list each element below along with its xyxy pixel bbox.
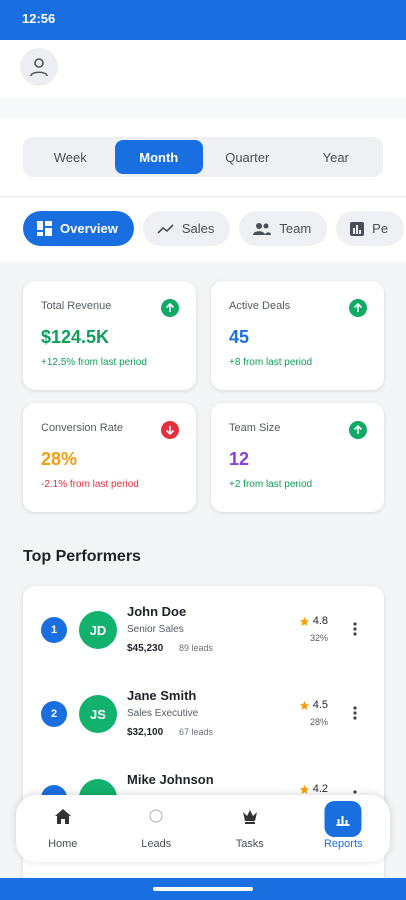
stat-label: Active Deals (229, 300, 291, 312)
stat-value: 45 (229, 327, 250, 347)
nav-label: Home (48, 838, 78, 850)
tab-label: Overview (60, 221, 118, 236)
performer-revenue: $32,100 (127, 727, 164, 738)
stat-value: $124.5K (41, 327, 110, 347)
performer-name: John Doe (127, 604, 187, 619)
performer-role: Sales Executive (127, 708, 199, 719)
stat-card: Active Deals 45 +8 from last period (211, 281, 384, 390)
arrow (353, 425, 363, 434)
section-title: Top Performers (23, 548, 141, 565)
header (0, 40, 406, 98)
nav-item[interactable]: Home (16, 795, 110, 862)
stat-change: +8 from last period (229, 357, 313, 368)
divider (0, 196, 406, 197)
rank-badge: 1 (41, 617, 67, 643)
nav-icon (149, 809, 163, 823)
period-tab[interactable]: Week (53, 149, 87, 165)
more-icon (353, 706, 357, 720)
tab-icon (350, 221, 365, 236)
stat-change: +2 from last period (229, 479, 313, 490)
performer-revenue: $45,230 (127, 643, 164, 654)
view-tab[interactable]: Team (239, 211, 328, 246)
view-tab[interactable]: Overview (23, 211, 134, 246)
nav-item[interactable]: Tasks (203, 795, 297, 862)
performer-leads: 67 leads (179, 727, 214, 737)
nav-icon (54, 809, 71, 824)
star-icon (299, 700, 309, 710)
stat-card: Team Size 12 +2 from last period (211, 403, 384, 512)
spacer (0, 98, 406, 118)
stat-label: Team Size (229, 422, 281, 434)
nav-label: Leads (141, 838, 172, 850)
bottom-nav: Home Leads Tasks Reports (16, 795, 390, 862)
trend-icon (161, 421, 179, 439)
tab-icon (157, 223, 174, 234)
nav-item[interactable]: Reports (297, 795, 391, 862)
rank-badge: 2 (41, 701, 67, 727)
profile-button[interactable] (20, 48, 58, 86)
performer-row: 2 JS Jane Smith Sales Executive $32,100 67 le… (23, 670, 384, 754)
more-button[interactable] (353, 706, 357, 720)
tab-icon (37, 221, 52, 236)
stat-change: -2.1% from last period (41, 479, 139, 490)
view-tab[interactable]: Sales (142, 211, 231, 246)
tab-label: Team (279, 221, 312, 236)
performer-name: Jane Smith (127, 688, 197, 703)
rating-value: 4.2 (312, 783, 328, 795)
view-tab[interactable]: Pe (336, 211, 405, 246)
arrow (353, 303, 363, 312)
trend-icon (161, 299, 179, 317)
period-tab[interactable]: Quarter (225, 149, 270, 165)
performer-avatar: JD (79, 611, 117, 649)
rating-value: 4.8 (312, 615, 328, 627)
more-button[interactable] (353, 622, 357, 636)
performer-role: Senior Sales (127, 624, 184, 635)
tab-label: Sales (181, 221, 215, 236)
stat-value: 28% (41, 449, 78, 469)
profile-icon (30, 58, 48, 77)
arrow (165, 426, 175, 435)
arrow (165, 303, 175, 312)
period-selector: Week Month Quarter Year (23, 137, 383, 177)
performer-name: Mike Johnson (127, 772, 214, 787)
rating: 4.2 (299, 783, 328, 795)
period-tab[interactable]: Year (322, 149, 349, 165)
nav-label: Reports (323, 838, 363, 850)
stat-value: 12 (229, 449, 250, 469)
tab-icon (253, 222, 272, 235)
rating: 4.8 (299, 615, 328, 627)
stat-label: Conversion Rate (41, 422, 123, 434)
rating: 4.5 (299, 699, 328, 711)
stat-label: Total Revenue (41, 300, 112, 312)
status-time: 12:56 (22, 11, 56, 26)
performer-leads: 89 leads (179, 643, 214, 653)
nav-item[interactable]: Leads (110, 795, 204, 862)
performer-avatar: JS (79, 695, 117, 733)
view-tabs: Overview Sales Team Pe (23, 211, 406, 247)
more-icon (353, 622, 357, 636)
nav-icon (336, 816, 350, 826)
nav-label: Tasks (235, 838, 264, 850)
stat-card: Conversion Rate 28% -2.1% from last period (23, 403, 196, 512)
trend-icon (349, 421, 367, 439)
status-bar: 12:56 (0, 0, 406, 40)
trend-icon (349, 299, 367, 317)
performer-share: 32% (309, 633, 328, 643)
star-icon (299, 784, 309, 794)
stat-change: +12.5% from last period (41, 357, 147, 368)
tab-label: Pe (372, 221, 389, 236)
period-tab[interactable]: Month (114, 140, 203, 174)
stat-card: Total Revenue $124.5K +12.5% from last per… (23, 281, 196, 390)
star-icon (299, 616, 309, 626)
performer-share: 28% (309, 717, 328, 727)
rating-value: 4.5 (312, 699, 328, 711)
nav-icon (242, 810, 257, 824)
gesture-handle (153, 887, 253, 891)
performer-row: 1 JD John Doe Senior Sales $45,230 89 leads 4.… (23, 586, 384, 670)
